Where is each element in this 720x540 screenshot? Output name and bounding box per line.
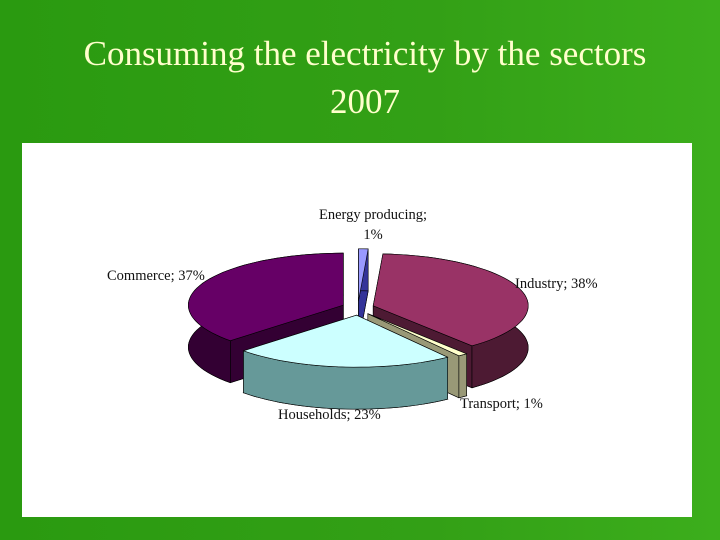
slice: [358, 248, 369, 301]
slice-label: Commerce; 37%: [107, 268, 205, 284]
slice: [242, 314, 449, 368]
slice-label: Industry; 38%: [515, 276, 598, 292]
slice: [187, 252, 344, 342]
slice: [372, 253, 529, 347]
pie-slice: [242, 314, 449, 410]
slice-side: [458, 353, 467, 399]
slice: [367, 313, 468, 357]
slice-label: Households; 23%: [278, 407, 381, 423]
slice-label: Transport; 1%: [460, 396, 543, 412]
chart-title: Consuming the electricity by the sectors…: [83, 34, 647, 121]
slice-label: Energy producing; 1%: [318, 207, 428, 243]
